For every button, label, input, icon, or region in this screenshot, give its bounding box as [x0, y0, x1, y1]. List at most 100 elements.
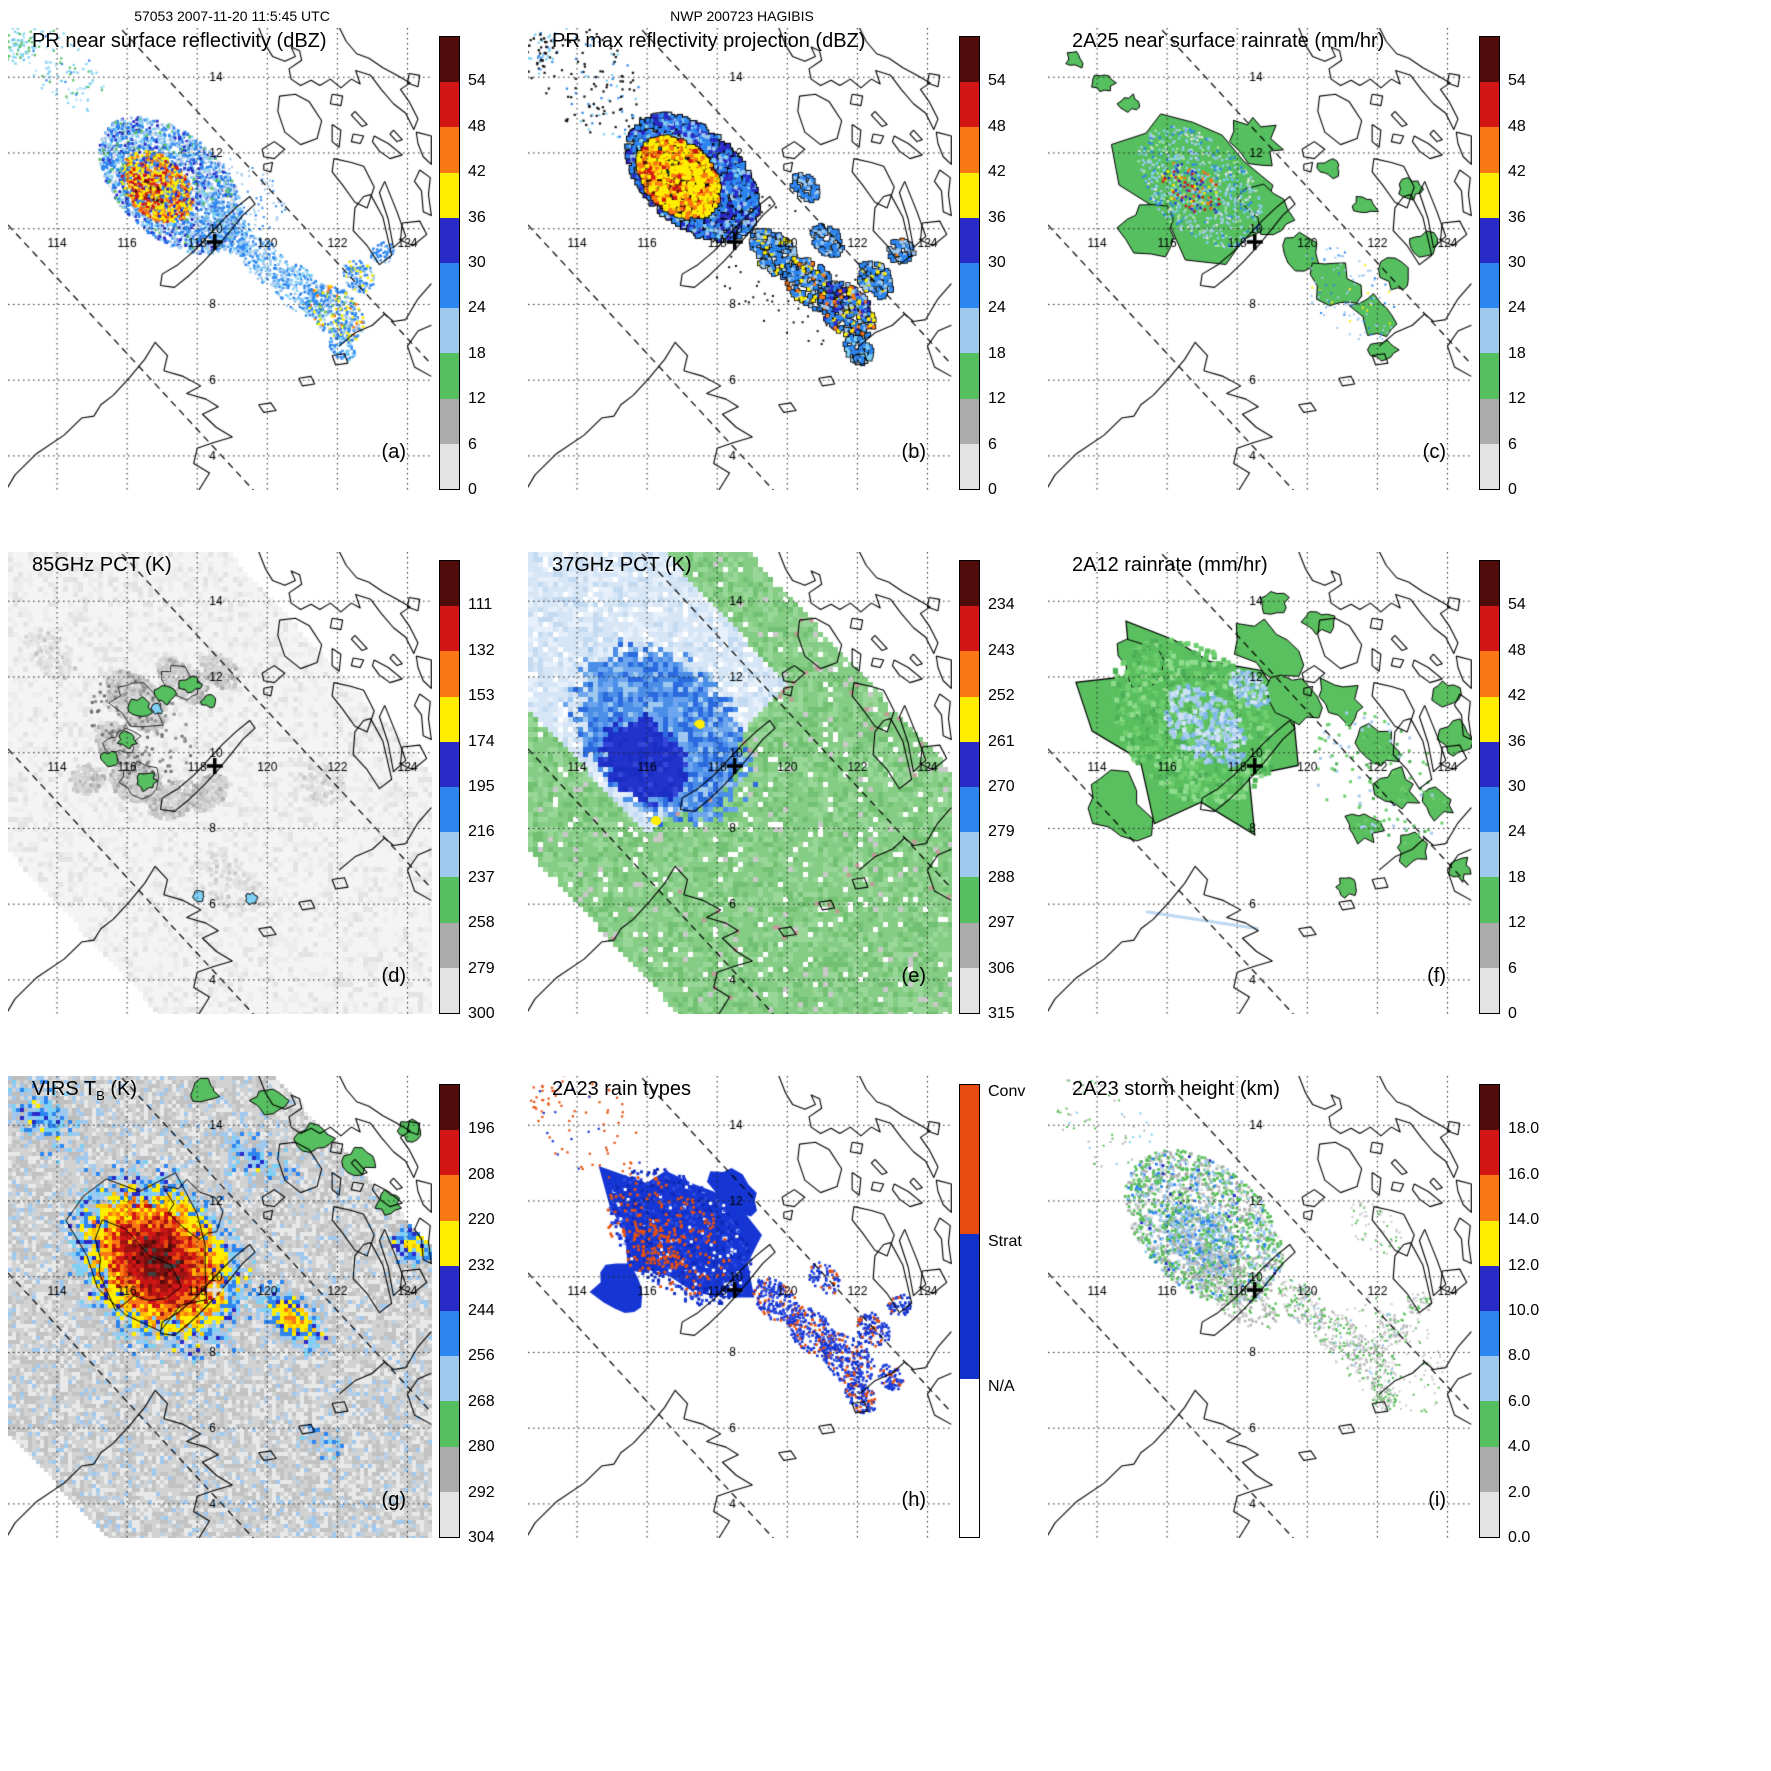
colorbar-segment — [1480, 967, 1499, 1013]
colorbar-bar-a — [439, 36, 460, 490]
colorbar-segment — [440, 922, 459, 968]
colorbar-tick-label: 280 — [468, 1438, 495, 1456]
colorbar-tick-label: 24 — [988, 299, 1006, 317]
colorbar-tick-label: 237 — [468, 868, 495, 886]
panel-title-e: 37GHz PCT (K) — [552, 554, 692, 576]
colorbar-tick-label: 54 — [1508, 596, 1526, 614]
colorbar-segment — [440, 172, 459, 218]
map-canvas-d — [8, 552, 432, 1014]
panel-letter-h: (h) — [901, 1489, 926, 1511]
colorbar-segment — [1480, 1401, 1499, 1447]
colorbar-segment — [1480, 1085, 1499, 1131]
colorbar-segment — [960, 37, 979, 83]
colorbar-tick-label: 14.0 — [1508, 1211, 1540, 1229]
colorbar-tick-label: 232 — [468, 1256, 495, 1274]
colorbar-segment — [1480, 1175, 1499, 1221]
colorbar-tick-label: 30 — [988, 254, 1006, 271]
colorbar-segment — [1480, 172, 1499, 218]
colorbar-segment — [1480, 606, 1499, 652]
colorbar-segment — [960, 561, 979, 607]
colorbar-segment — [1480, 37, 1499, 83]
map-canvas-f — [1048, 552, 1472, 1014]
panel-title-c: 2A25 near surface rainrate (mm/hr) — [1072, 30, 1385, 52]
colorbar-tick-label: 30 — [1508, 254, 1526, 271]
colorbar-segment — [440, 353, 459, 399]
colorbar-segment — [1480, 443, 1499, 489]
colorbar-tick-label: 48 — [1508, 117, 1526, 135]
colorbar-tick-label: 261 — [988, 732, 1015, 750]
colorbar-category-label: N/A — [988, 1378, 1015, 1396]
panel-letter-i: (i) — [1428, 1489, 1446, 1511]
colorbar-bar-e — [959, 560, 980, 1014]
colorbar-tick-label: 208 — [468, 1165, 495, 1183]
colorbar-tick-label: 252 — [988, 687, 1015, 705]
colorbar-tick-label: 42 — [1508, 163, 1526, 181]
colorbar-segment — [440, 1265, 459, 1311]
panel-title-b: PR max reflectivity projection (dBZ) — [552, 30, 866, 52]
colorbar-segment — [440, 832, 459, 878]
panel-title-g-main: VIRS T — [32, 1078, 97, 1100]
colorbar-bar-h — [959, 1084, 980, 1538]
colorbar-tick-label: 244 — [468, 1302, 495, 1319]
colorbar-segment — [440, 217, 459, 263]
colorbar-tick-label: 36 — [1508, 208, 1526, 226]
colorbar-category-label: Strat — [988, 1232, 1022, 1250]
panel-b: PR max reflectivity projection (dBZ) (b)… — [528, 28, 1048, 552]
colorbar-segment — [1480, 832, 1499, 878]
map-canvas-c — [1048, 28, 1472, 490]
colorbar-tick-label: 268 — [468, 1392, 495, 1410]
map-canvas-g — [8, 1076, 432, 1538]
colorbar-tick-label: 196 — [468, 1120, 495, 1138]
colorbar-tick-label: 42 — [468, 163, 486, 181]
panel-title-a: PR near surface reflectivity (dBZ) — [32, 30, 327, 52]
colorbar-tick-label: 6.0 — [1508, 1392, 1531, 1410]
colorbar-segment — [1480, 127, 1499, 173]
colorbar-segment — [960, 353, 979, 399]
colorbar-tick-label: 6 — [988, 435, 997, 453]
colorbar-tick-label: 54 — [468, 72, 486, 90]
map-canvas-b — [528, 28, 952, 490]
colorbar-tick-label: 306 — [988, 959, 1015, 977]
colorbar-tick-label: 6 — [1508, 435, 1517, 453]
panel-title-d: 85GHz PCT (K) — [32, 554, 172, 576]
colorbar-tick-label: 48 — [468, 117, 486, 135]
colorbar-segment — [960, 127, 979, 173]
colorbar-segment — [440, 127, 459, 173]
colorbar-tick-label: 24 — [468, 299, 486, 317]
panel-title-g: VIRS TB (K) — [32, 1078, 137, 1103]
map-a: PR near surface reflectivity (dBZ) (a) — [8, 28, 432, 490]
colorbar-e: 234 243 252 261 270 279 288 297 306 315 — [959, 560, 1047, 1022]
map-canvas-e — [528, 552, 952, 1014]
colorbar-tick-label: 42 — [988, 163, 1006, 181]
colorbar-tick-label: 12 — [1508, 390, 1526, 408]
colorbar-b: 54 48 42 36 30 24 18 12 6 0 — [959, 36, 1047, 498]
colorbar-tick-label: 8.0 — [1508, 1347, 1531, 1365]
colorbar-tick-label: 16.0 — [1508, 1165, 1540, 1183]
panel-f: 2A12 rainrate (mm/hr) (f) 54 48 42 36 30 24 18… — [1048, 552, 1568, 1076]
map-c: 2A25 near surface rainrate (mm/hr) (c) — [1048, 28, 1472, 490]
colorbar-tick-label: 256 — [468, 1347, 495, 1365]
colorbar-tick-label: 270 — [988, 778, 1015, 795]
colorbar-segment — [960, 967, 979, 1013]
colorbar-tick-label: 0 — [1508, 1005, 1517, 1022]
colorbar-segment — [1480, 353, 1499, 399]
colorbar-tick-label: 48 — [988, 117, 1006, 135]
colorbar-segment — [960, 651, 979, 697]
map-i: 2A23 storm height (km) (i) — [1048, 1076, 1472, 1538]
panel-d: 85GHz PCT (K) (d) 111 132 153 174 195 216 237 2… — [8, 552, 528, 1076]
colorbar-segment — [960, 606, 979, 652]
colorbar-tick-label: 153 — [468, 687, 495, 705]
colorbar-segment — [960, 398, 979, 444]
colorbar-segment — [1480, 398, 1499, 444]
colorbar-segment — [440, 443, 459, 489]
colorbar-segment — [1480, 1311, 1499, 1357]
colorbar-segment — [960, 263, 979, 309]
colorbar-tick-label: 0 — [1508, 481, 1517, 498]
panel-letter-d: (d) — [381, 965, 406, 987]
colorbar-tick-label: 36 — [1508, 732, 1526, 750]
colorbar-segment — [440, 1311, 459, 1357]
colorbar-g: 196 208 220 232 244 256 268 280 292 304 — [439, 1084, 527, 1546]
colorbar-tick-label: 4.0 — [1508, 1438, 1531, 1456]
colorbar-segment — [960, 443, 979, 489]
colorbar-tick-label: 18 — [988, 344, 1006, 362]
